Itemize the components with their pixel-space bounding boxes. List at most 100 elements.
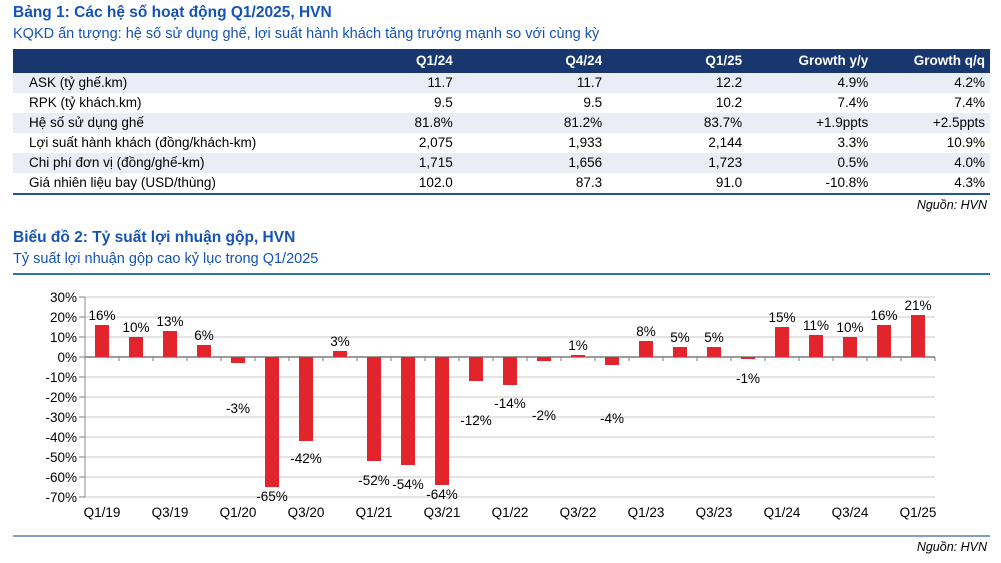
value-cell: 91.0: [715, 175, 743, 190]
table-row: Lợi suất hành khách (đồng/khách-km) 2,075…: [13, 133, 990, 153]
table-header-row: Q1/24 Q4/24 Q1/25 Growth y/y Growth q/q: [13, 49, 990, 73]
bar-value-label: 21%: [904, 298, 931, 313]
value-cell: 4.0%: [954, 155, 985, 170]
bar-value-label: 6%: [194, 328, 214, 343]
bar: [809, 335, 823, 357]
y-tick-label: -30%: [45, 410, 77, 425]
x-tick-label: Q1/22: [492, 505, 529, 520]
table-row: Chi phí đơn vị (đồng/ghế-km) 1,715 1,656 1,…: [13, 153, 990, 173]
x-tick-label: Q1/23: [628, 505, 665, 520]
bar: [333, 351, 347, 357]
bar-value-label: -64%: [426, 487, 458, 502]
bar: [95, 325, 109, 357]
value-cell: 7.4%: [837, 95, 869, 110]
bar-value-label: 10%: [836, 320, 863, 335]
bar-value-label: -52%: [358, 473, 390, 488]
row-label-cell: Hệ số sử dụng ghế: [29, 115, 144, 130]
value-cell: 11.7: [576, 75, 603, 90]
bar-value-label: 5%: [670, 330, 690, 345]
bar: [639, 341, 653, 357]
y-tick-label: -70%: [45, 490, 77, 505]
value-cell: 4.3%: [954, 175, 985, 190]
bar: [197, 345, 211, 357]
value-cell: 83.7%: [703, 115, 743, 130]
table-row: Hệ số sử dụng ghế 81.8% 81.2% 83.7% +1.9ppts…: [13, 113, 990, 133]
bar-value-label: 10%: [122, 320, 149, 335]
column-header: Q1/25: [607, 49, 748, 73]
x-tick-label: Q3/22: [560, 505, 597, 520]
value-cell: 7.4%: [954, 95, 985, 110]
bar: [367, 357, 381, 461]
x-tick-label: Q1/19: [84, 505, 121, 520]
column-header: [13, 49, 304, 73]
value-cell: 81.8%: [414, 115, 453, 130]
bar-value-label: 1%: [568, 338, 588, 353]
column-header: Growth y/y: [747, 49, 874, 73]
bar: [571, 355, 585, 357]
bar: [469, 357, 483, 381]
bar-value-label: 5%: [704, 330, 724, 345]
chart-section-title: Biểu đồ 2: Tỷ suất lợi nhuận gộp, HVN: [13, 229, 296, 246]
y-tick-label: 0%: [57, 350, 77, 365]
y-tick-label: 10%: [50, 330, 77, 345]
row-label-cell: Lợi suất hành khách (đồng/khách-km): [29, 135, 257, 150]
row-label-cell: Chi phí đơn vị (đồng/ghế-km): [29, 155, 205, 170]
bar: [843, 337, 857, 357]
bar-value-label: 3%: [330, 334, 350, 349]
table-section: Bảng 1: Các hệ số hoạt động Q1/2025, HVN…: [13, 3, 990, 213]
x-tick-label: Q1/20: [220, 505, 257, 520]
column-header: Q4/24: [457, 49, 608, 73]
bar-value-label: -54%: [392, 477, 424, 492]
value-cell: 1,933: [568, 135, 603, 150]
x-tick-label: Q1/21: [356, 505, 393, 520]
value-cell: 9.5: [583, 95, 603, 110]
row-label-cell: Giá nhiên liệu bay (USD/thùng): [29, 175, 216, 190]
y-tick-label: -20%: [45, 390, 77, 405]
y-tick-label: -40%: [45, 430, 77, 445]
value-cell: +2.5ppts: [932, 115, 985, 130]
value-cell: 4.9%: [837, 75, 869, 90]
value-cell: 10.2: [715, 95, 743, 110]
value-cell: 2,144: [708, 135, 743, 150]
x-tick-label: Q3/24: [832, 505, 869, 520]
bar: [707, 347, 721, 357]
table-row: ASK (tỷ ghế.km) 11.7 11.7 12.2 4.9% 4.2%: [13, 73, 990, 93]
value-cell: +1.9ppts: [816, 115, 869, 130]
table-row: RPK (tỷ khách.km) 9.5 9.5 10.2 7.4% 7.4%: [13, 93, 990, 113]
column-header: Growth q/q: [873, 49, 990, 73]
chart-section: Biểu đồ 2: Tỷ suất lợi nhuận gộp, HVN Tỷ…: [13, 228, 990, 555]
value-cell: 1,715: [418, 155, 453, 170]
y-tick-label: -50%: [45, 450, 77, 465]
y-tick-label: 20%: [50, 310, 77, 325]
table-section-title: Bảng 1: Các hệ số hoạt động Q1/2025, HVN: [13, 4, 332, 21]
value-cell: 9.5: [433, 95, 453, 110]
bar-value-label: 16%: [870, 308, 897, 323]
bar: [537, 357, 551, 361]
bar: [877, 325, 891, 357]
bar: [265, 357, 279, 487]
x-tick-label: Q3/20: [288, 505, 325, 520]
chart-source: Nguồn: HVN: [916, 540, 987, 554]
x-tick-label: Q1/25: [900, 505, 937, 520]
bar: [503, 357, 517, 385]
bar: [163, 331, 177, 357]
x-tick-label: Q1/24: [764, 505, 801, 520]
value-cell: 10.9%: [946, 135, 985, 150]
bar: [401, 357, 415, 465]
bar: [673, 347, 687, 357]
bar-value-label: 8%: [636, 324, 656, 339]
bar: [605, 357, 619, 365]
bar-value-label: -65%: [256, 489, 288, 504]
x-tick-label: Q3/23: [696, 505, 733, 520]
bar: [231, 357, 245, 363]
y-tick-label: 30%: [50, 290, 77, 305]
column-header: Q1/24: [303, 49, 458, 73]
value-cell: 102.0: [418, 175, 453, 190]
y-tick-label: -60%: [45, 470, 77, 485]
table-section-subtitle: KQKD ấn tượng: hệ số sử dụng ghế, lợi su…: [13, 26, 600, 42]
bar: [435, 357, 449, 485]
bar-value-label: -12%: [460, 413, 492, 428]
bar-value-label: -4%: [600, 411, 624, 426]
table-header: Q1/24 Q4/24 Q1/25 Growth y/y Growth q/q: [13, 49, 990, 73]
